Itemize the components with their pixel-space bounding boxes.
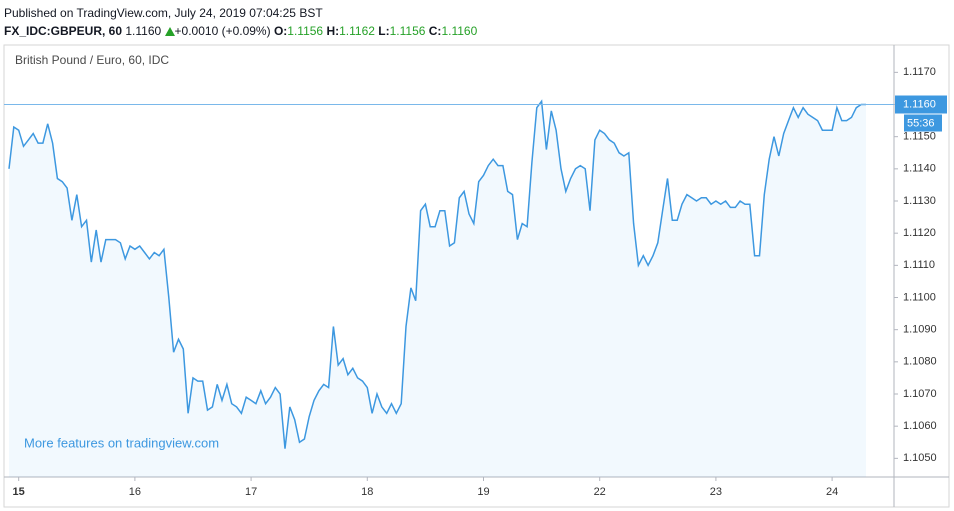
ohlc-value: 1.1162 xyxy=(339,24,375,38)
area xyxy=(9,101,866,478)
price: 1.1160 xyxy=(125,24,162,38)
ohlc-label: L: xyxy=(378,24,390,38)
ohlc-label: H: xyxy=(326,24,340,38)
countdown-box xyxy=(904,114,942,132)
x-tick-label: 24 xyxy=(826,486,838,498)
y-tick-label: 1.1170 xyxy=(903,66,936,78)
y-tick-label: 1.1150 xyxy=(903,131,936,143)
y-tick-label: 1.1050 xyxy=(903,452,937,464)
up-arrow xyxy=(164,27,175,36)
header: Published on TradingView.com, July 24, 2… xyxy=(4,4,477,40)
y-tick-label: 1.1080 xyxy=(903,356,937,368)
x-tick-label: 18 xyxy=(361,486,373,498)
chart-title: British Pound / Euro, 60, IDC xyxy=(15,53,169,67)
quote-line: FX_IDC:GBPEUR, 60 1.1160 +0.0010 (+0.09%… xyxy=(4,22,477,40)
x-tick-label: 23 xyxy=(710,486,722,498)
ohlc-value: 1.1156 xyxy=(287,24,324,38)
x-tick-label: 17 xyxy=(245,486,257,498)
ohlc-value: 1.1156 xyxy=(389,24,426,38)
ohlc-label: C: xyxy=(428,24,442,38)
last-price-box xyxy=(895,95,947,114)
y-tick-label: 1.1120 xyxy=(903,227,936,239)
x-tick-label: 22 xyxy=(594,486,606,498)
ohlc: O:1.1156 H:1.1162 L:1.1156 C:1.1160 xyxy=(274,24,477,38)
published: Published on TradingView.com, July 24, 2… xyxy=(4,6,323,20)
y-tick-label: 1.1140 xyxy=(903,163,936,175)
ohlc-label: O: xyxy=(273,24,288,38)
change: +0.0010 (+0.09%) xyxy=(174,24,271,38)
last-price-label: 1.1160 xyxy=(903,98,936,110)
y-tick-label: 1.1090 xyxy=(903,324,937,336)
watermark: More features on tradingview.com xyxy=(24,435,219,450)
ohlc-value: 1.1160 xyxy=(441,24,478,38)
countdown: 55:36 xyxy=(907,117,935,129)
y-tick-label: 1.1100 xyxy=(903,291,936,303)
x-tick-label: 16 xyxy=(129,486,141,498)
symbol: FX_IDC:GBPEUR, 60 xyxy=(4,24,123,38)
frame xyxy=(3,44,950,508)
y-tick-label: 1.1070 xyxy=(903,388,937,400)
y-tick-label: 1.1110 xyxy=(903,259,935,271)
x-tick-label: 19 xyxy=(477,486,489,498)
y-tick-label: 1.1060 xyxy=(903,420,937,432)
price-line xyxy=(8,99,866,449)
y-tick-label: 1.1130 xyxy=(903,195,936,207)
x-tick-label: 15 xyxy=(13,486,25,498)
